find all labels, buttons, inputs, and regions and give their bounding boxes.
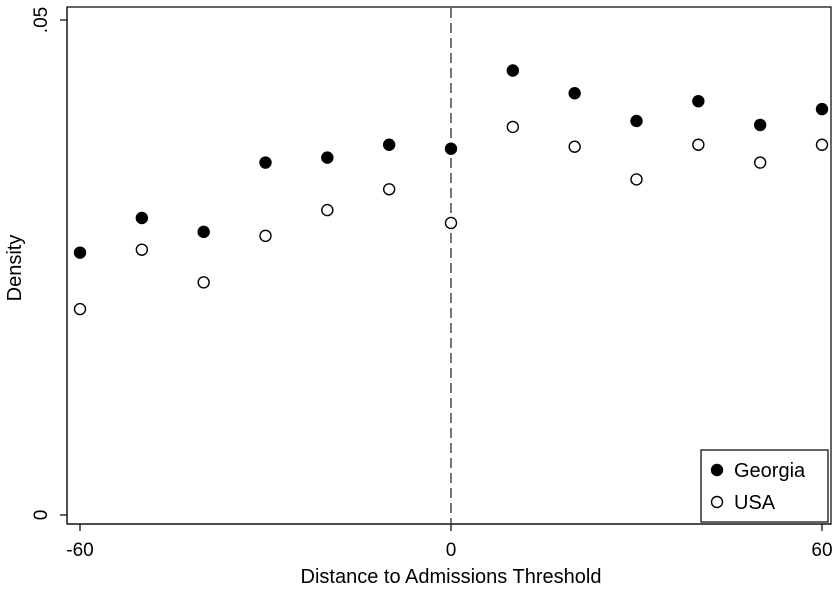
y-tick-label: 0	[31, 510, 52, 521]
point-georgia	[259, 156, 272, 169]
point-georgia	[753, 118, 767, 132]
x-tick-label: -60	[66, 540, 93, 561]
point-usa	[259, 229, 272, 243]
point-georgia	[568, 87, 581, 100]
y-axis-ticks: 0.05	[31, 7, 67, 521]
point-usa	[135, 243, 149, 256]
y-axis-label: Density	[4, 235, 26, 302]
point-georgia	[506, 64, 520, 77]
point-georgia	[197, 225, 210, 239]
legend-label-georgia: Georgia	[734, 460, 806, 482]
point-georgia	[73, 246, 87, 259]
x-tick-label: 60	[811, 540, 832, 561]
point-usa	[73, 302, 87, 316]
y-tick-label: .05	[31, 7, 52, 33]
legend-marker-georgia	[710, 463, 724, 477]
point-georgia	[692, 94, 705, 108]
legend: Georgia USA	[700, 449, 829, 523]
x-tick-label: 0	[446, 540, 457, 561]
point-georgia	[630, 114, 643, 128]
legend-box	[700, 449, 829, 523]
point-usa	[506, 120, 520, 134]
point-usa	[321, 203, 334, 217]
point-usa	[630, 173, 643, 186]
point-usa	[197, 276, 210, 289]
data-points	[73, 64, 829, 316]
point-usa	[753, 156, 767, 169]
point-georgia	[321, 151, 334, 164]
legend-marker-usa	[710, 495, 724, 509]
x-axis-label: Distance to Admissions Threshold	[301, 566, 602, 588]
point-usa	[444, 216, 458, 230]
point-usa	[815, 138, 829, 151]
point-georgia	[382, 138, 396, 151]
point-usa	[568, 140, 581, 153]
point-georgia	[444, 142, 458, 155]
legend-label-usa: USA	[734, 492, 776, 514]
point-usa	[382, 183, 396, 196]
plot-frame	[66, 6, 832, 525]
point-georgia	[135, 211, 149, 225]
point-usa	[692, 138, 705, 151]
x-axis-ticks: -60 0 60	[66, 524, 833, 561]
point-georgia	[815, 102, 829, 116]
